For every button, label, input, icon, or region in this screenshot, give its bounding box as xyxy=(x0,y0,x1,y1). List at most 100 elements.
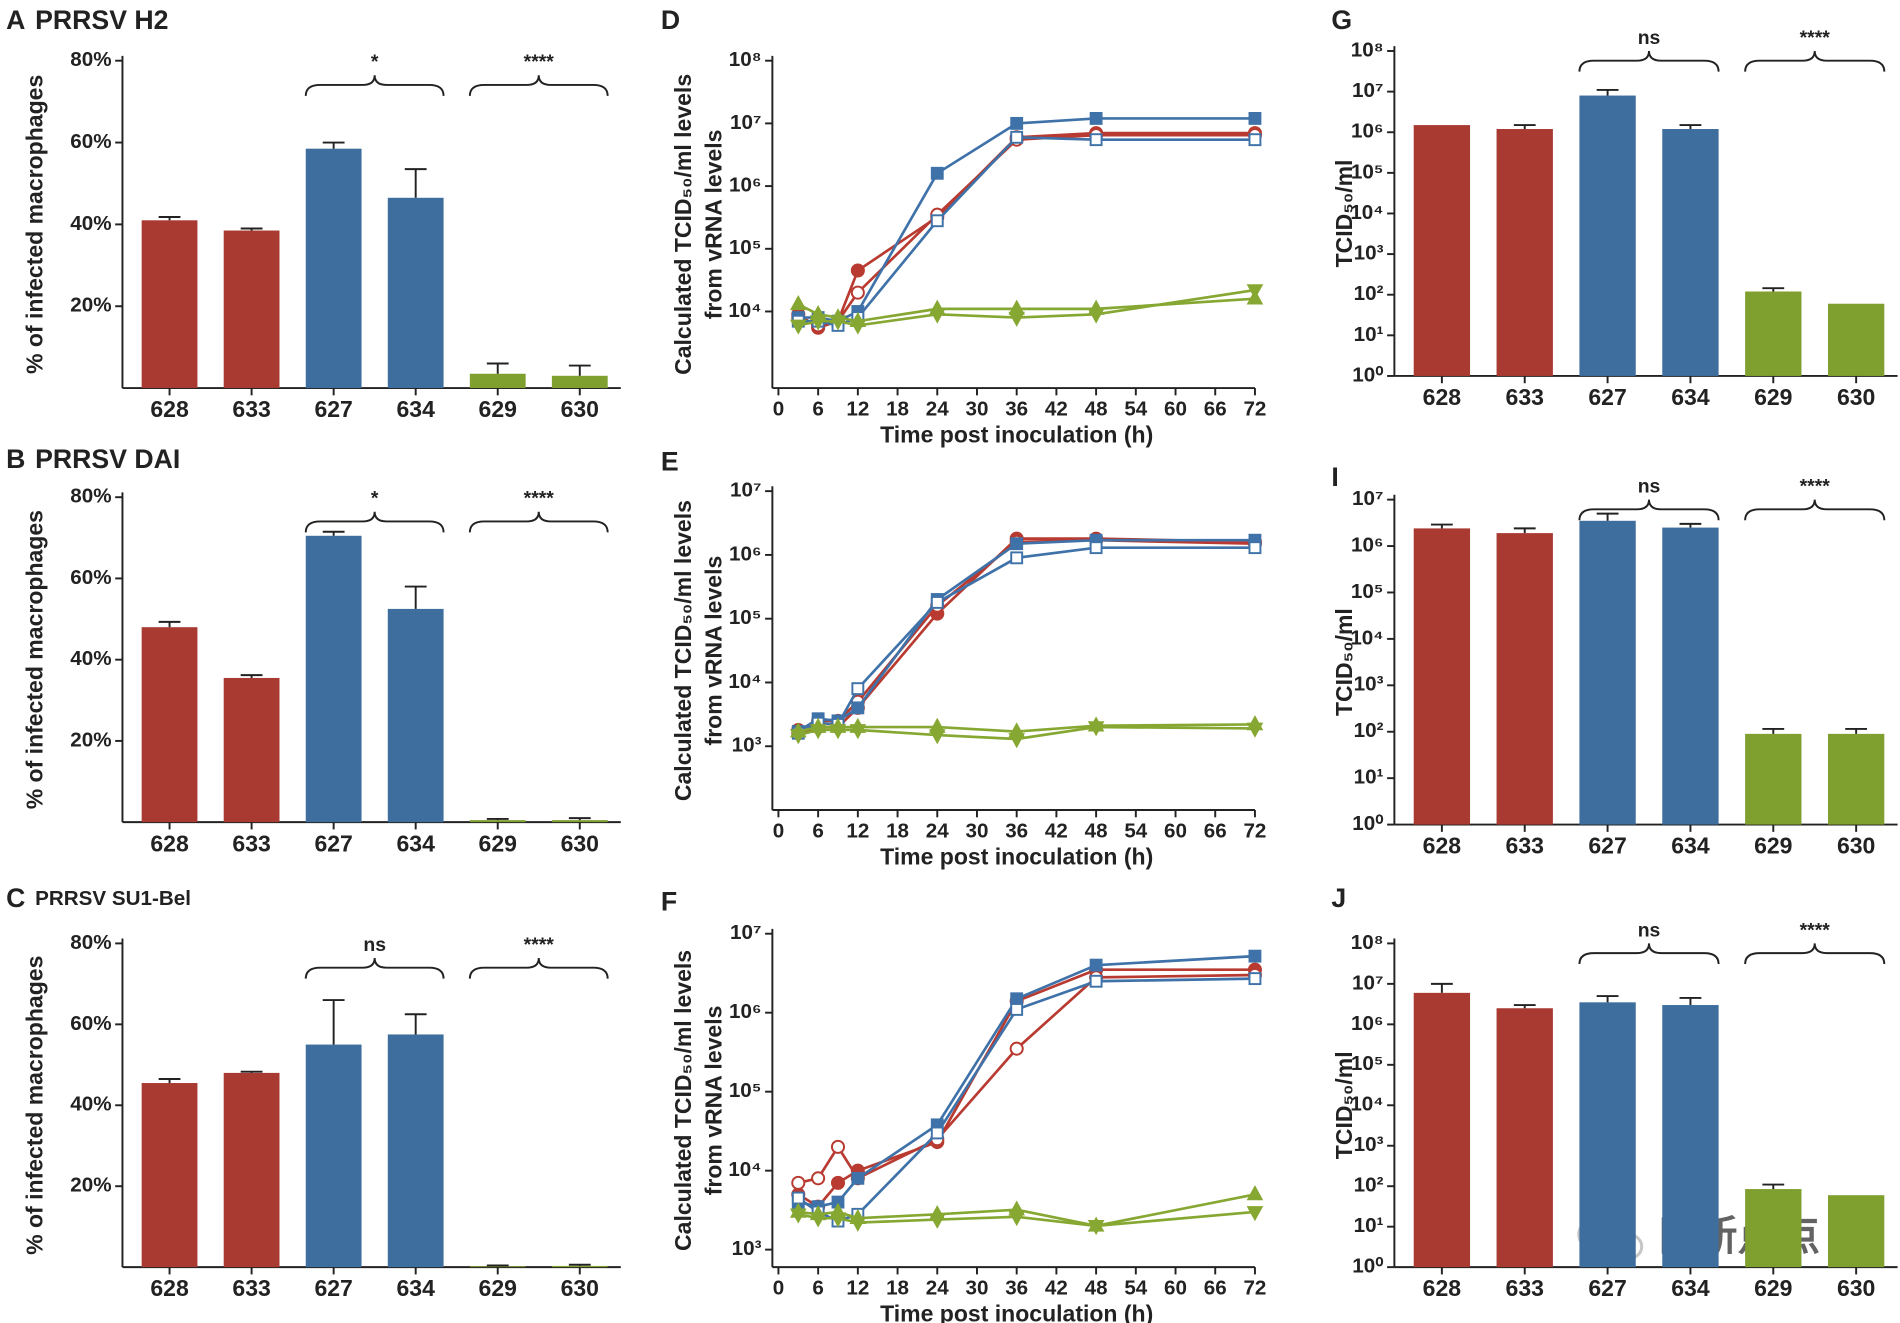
y-tick-label: 10⁶ xyxy=(1351,533,1383,556)
bar xyxy=(1662,1005,1719,1268)
x-tick-label: 634 xyxy=(396,1275,435,1301)
y-axis-label: Calculated TCID₅₀/ml levels xyxy=(670,950,696,1251)
marker xyxy=(829,724,847,740)
marker xyxy=(1087,1220,1105,1236)
x-tick-label: 48 xyxy=(1085,819,1108,842)
significance-bracket xyxy=(304,75,445,96)
marker xyxy=(850,263,865,278)
bar xyxy=(1496,533,1553,825)
y-tick-label: 40% xyxy=(70,647,111,670)
series-line xyxy=(797,546,1255,735)
x-tick-label: 18 xyxy=(886,1276,909,1299)
x-tick-label: 72 xyxy=(1243,397,1266,420)
y-axis-label: TCID₅₀/ml xyxy=(1331,608,1357,716)
y-tick-label: 10⁷ xyxy=(730,921,761,944)
marker xyxy=(928,1213,946,1229)
marker xyxy=(1010,116,1024,130)
bar xyxy=(1827,303,1885,376)
bar xyxy=(223,677,280,823)
y-tick-label: 10⁵ xyxy=(1351,160,1384,183)
marker xyxy=(1087,721,1105,737)
y-tick-label: 10² xyxy=(1354,1174,1384,1197)
x-tick-label: 633 xyxy=(1506,1275,1544,1301)
bar xyxy=(1496,1008,1553,1268)
bar xyxy=(387,1034,444,1268)
x-tick-label: 627 xyxy=(1588,833,1626,859)
x-tick-label: 36 xyxy=(1005,397,1028,420)
significance-bracket xyxy=(1578,943,1720,965)
marker xyxy=(789,319,807,335)
y-axis-label: % of infected macrophages xyxy=(21,510,47,809)
y-axis-label: from vRNA levels xyxy=(700,556,726,746)
marker xyxy=(930,1126,944,1140)
x-tick-label: 36 xyxy=(1005,1276,1028,1299)
y-tick-label: 10² xyxy=(1354,282,1384,305)
y-tick-label: 80% xyxy=(70,48,111,71)
marker xyxy=(791,1175,806,1190)
bar xyxy=(387,197,444,389)
marker xyxy=(1089,133,1103,147)
x-tick-label: 633 xyxy=(1506,384,1544,410)
marker xyxy=(1246,284,1264,300)
marker xyxy=(789,729,807,745)
marker xyxy=(1010,992,1024,1006)
series-line xyxy=(797,977,1255,1223)
marker xyxy=(830,1139,846,1154)
marker xyxy=(830,1175,846,1190)
panel-label: I xyxy=(1331,462,1338,492)
x-tick-label: 634 xyxy=(1671,833,1710,859)
y-tick-label: 10⁴ xyxy=(1350,626,1383,649)
marker xyxy=(1010,551,1024,565)
marker xyxy=(930,166,944,180)
y-tick-label: 10³ xyxy=(732,1237,762,1260)
bar xyxy=(551,820,608,823)
marker xyxy=(1248,949,1262,963)
x-tick-label: 60 xyxy=(1164,397,1187,420)
x-tick-label: 630 xyxy=(561,830,599,856)
x-axis-label: Time post inoculation (h) xyxy=(880,844,1153,870)
marker xyxy=(849,1216,867,1232)
bar xyxy=(1496,129,1553,376)
x-tick-label: 30 xyxy=(966,397,989,420)
y-tick-label: 10³ xyxy=(1354,242,1384,265)
bar xyxy=(141,220,198,389)
y-tick-label: 10⁴ xyxy=(1350,1093,1383,1116)
x-tick-label: 42 xyxy=(1045,819,1068,842)
x-tick-label: 629 xyxy=(479,396,517,422)
bar xyxy=(1662,129,1719,376)
bar xyxy=(223,1072,280,1268)
significance-bracket xyxy=(1744,499,1886,521)
x-tick-label: 628 xyxy=(1423,833,1462,859)
y-axis-label: % of infected macrophages xyxy=(21,75,47,374)
x-tick-label: 66 xyxy=(1204,1276,1227,1299)
marker xyxy=(1008,1211,1025,1227)
y-tick-label: 80% xyxy=(70,485,111,508)
panel-label: D xyxy=(661,5,680,35)
bar xyxy=(1745,733,1802,825)
x-tick-label: 628 xyxy=(1423,384,1462,410)
y-tick-label: 10⁵ xyxy=(1351,580,1384,603)
x-tick-label: 628 xyxy=(150,830,189,856)
x-tick-label: 629 xyxy=(1754,384,1792,410)
x-tick-label: 629 xyxy=(1754,833,1792,859)
y-tick-label: 10⁷ xyxy=(1352,971,1383,994)
marker xyxy=(1246,1185,1264,1201)
marker xyxy=(851,682,865,696)
significance-label: **** xyxy=(1800,919,1831,941)
y-tick-label: 10⁷ xyxy=(730,479,761,502)
significance-bracket xyxy=(304,511,445,533)
x-tick-label: 633 xyxy=(232,830,270,856)
bar xyxy=(1745,1189,1802,1268)
x-tick-label: 634 xyxy=(1671,384,1710,410)
marker xyxy=(1248,972,1262,986)
y-tick-label: 10⁸ xyxy=(729,48,762,71)
marker xyxy=(809,724,827,740)
marker xyxy=(1089,974,1103,988)
x-tick-label: 630 xyxy=(561,1275,599,1301)
x-tick-label: 0 xyxy=(773,397,784,420)
bar xyxy=(469,1266,526,1268)
marker xyxy=(1008,733,1025,749)
marker xyxy=(1010,537,1024,551)
panel-label: E xyxy=(661,446,679,476)
